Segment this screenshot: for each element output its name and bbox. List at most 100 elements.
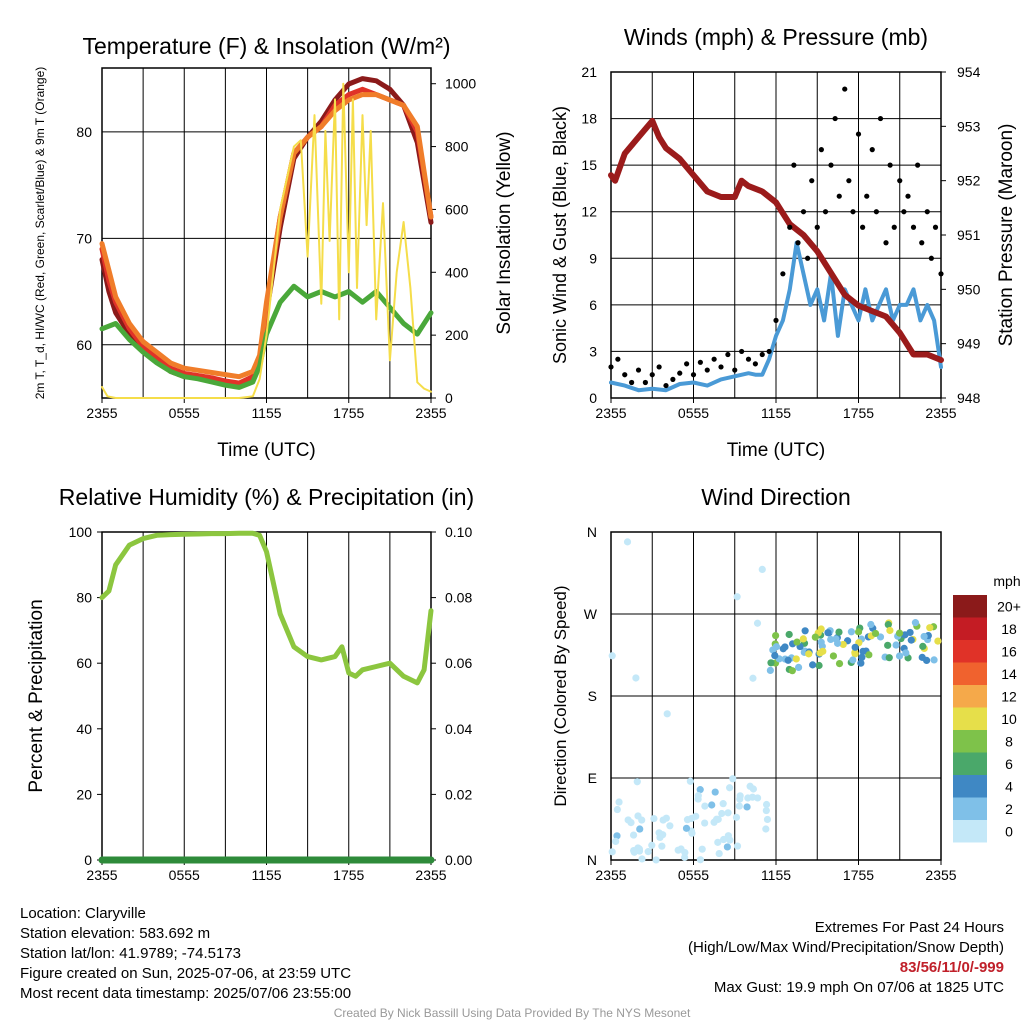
gust-point (818, 147, 824, 153)
y-tick-label: 21 (581, 64, 597, 80)
direction-point (701, 802, 709, 810)
gust-point (759, 351, 765, 358)
legend-label: 4 (1005, 778, 1013, 794)
direction-point (726, 836, 734, 844)
direction-point (762, 806, 770, 815)
direction-point (835, 628, 843, 636)
direction-point (724, 809, 732, 817)
station-info: Location: Claryville Station elevation: … (20, 904, 351, 1004)
direction-point (907, 636, 915, 644)
gust-point (608, 364, 614, 370)
legend-swatch (953, 752, 987, 775)
y2-tick-label: 953 (957, 118, 981, 134)
direction-point (851, 650, 859, 658)
direction-point (683, 816, 692, 824)
figure-created: Figure created on Sun, 2025-07-06, at 23… (20, 965, 352, 982)
y-axis-label: Direction (Colored By Speed) (551, 585, 570, 806)
x-tick-label: 2355 (925, 867, 956, 883)
direction-point (711, 788, 719, 796)
extremes-values: 83/56/11/0/-999 (899, 959, 1004, 976)
legend-swatch (953, 685, 987, 708)
x-tick-label: 0555 (678, 405, 709, 421)
direction-point (696, 786, 704, 794)
gust-point (873, 209, 879, 215)
legend-swatch (953, 775, 987, 798)
gust-point (766, 348, 772, 355)
direction-point (817, 625, 825, 633)
gust-point (663, 382, 669, 389)
x-tick-label: 2355 (415, 405, 446, 421)
direction-point (732, 813, 741, 821)
x-tick-label: 2355 (925, 405, 956, 421)
direction-point (715, 849, 723, 858)
direction-point (794, 663, 803, 671)
legend-swatch (953, 730, 987, 753)
direction-point (835, 660, 844, 668)
y2-axis-label: Solar Insolation (Yellow) (494, 131, 515, 334)
direction-point (857, 659, 865, 667)
gust-point (846, 178, 852, 184)
direction-point (638, 855, 646, 863)
legend-swatch (953, 820, 987, 843)
direction-point (682, 824, 691, 832)
direction-point (666, 822, 674, 830)
gust-point (649, 372, 655, 378)
direction-point (911, 619, 920, 627)
station-latlon: Station lat/lon: 41.9789; -74.5173 (20, 945, 242, 962)
gust-point (622, 372, 628, 378)
direction-point (772, 631, 780, 640)
gust-point (919, 240, 925, 246)
direction-point (733, 593, 741, 601)
y-tick-label: 40 (76, 721, 92, 737)
direction-point (895, 629, 904, 637)
legend-swatch (953, 640, 987, 663)
gust-point (656, 364, 662, 370)
gust-point (897, 178, 903, 184)
gust-point (869, 147, 875, 153)
y2-tick-label: 952 (957, 173, 981, 189)
direction-point (729, 775, 737, 783)
chart-title: Relative Humidity (%) & Precipitation (i… (59, 484, 474, 510)
gust-point (832, 115, 838, 122)
legend-label: 16 (1001, 643, 1017, 659)
gust-point (718, 364, 724, 370)
direction-point (652, 856, 660, 864)
direction-point (733, 842, 742, 850)
direction-point (784, 656, 792, 664)
gust-point (887, 162, 893, 168)
gust-point (739, 348, 745, 355)
x-tick-label: 0555 (678, 867, 709, 883)
gust-point (891, 224, 897, 230)
gust-point (910, 224, 917, 230)
gust-point (697, 359, 703, 365)
direction-point (934, 637, 942, 645)
x-tick-label: 1755 (333, 867, 364, 883)
direction-point (712, 815, 721, 823)
gust-point (642, 379, 648, 386)
y-tick-label: S (588, 688, 597, 704)
direction-point (895, 652, 904, 660)
direction-point (884, 641, 892, 649)
gust-point (932, 224, 939, 230)
direction-point (766, 666, 774, 674)
direction-point (638, 816, 646, 824)
extremes-panel: Extremes For Past 24 Hours (High/Low/Max… (688, 918, 1004, 998)
direction-point (708, 801, 716, 809)
gust-point (928, 255, 934, 261)
direction-point (767, 659, 775, 667)
y2-tick-label: 0.10 (445, 524, 472, 540)
direction-point (723, 843, 731, 851)
x-tick-label: 1155 (761, 405, 791, 421)
direction-point (763, 815, 772, 824)
direction-point (714, 838, 722, 846)
direction-point (886, 626, 894, 635)
y2-tick-label: 200 (445, 327, 469, 343)
direction-point (926, 624, 934, 632)
direction-point (623, 538, 632, 546)
y-tick-label: 3 (589, 343, 597, 359)
direction-point (785, 630, 793, 639)
gust-point (842, 86, 848, 92)
direction-point (686, 777, 694, 785)
y2-tick-label: 400 (445, 264, 469, 280)
